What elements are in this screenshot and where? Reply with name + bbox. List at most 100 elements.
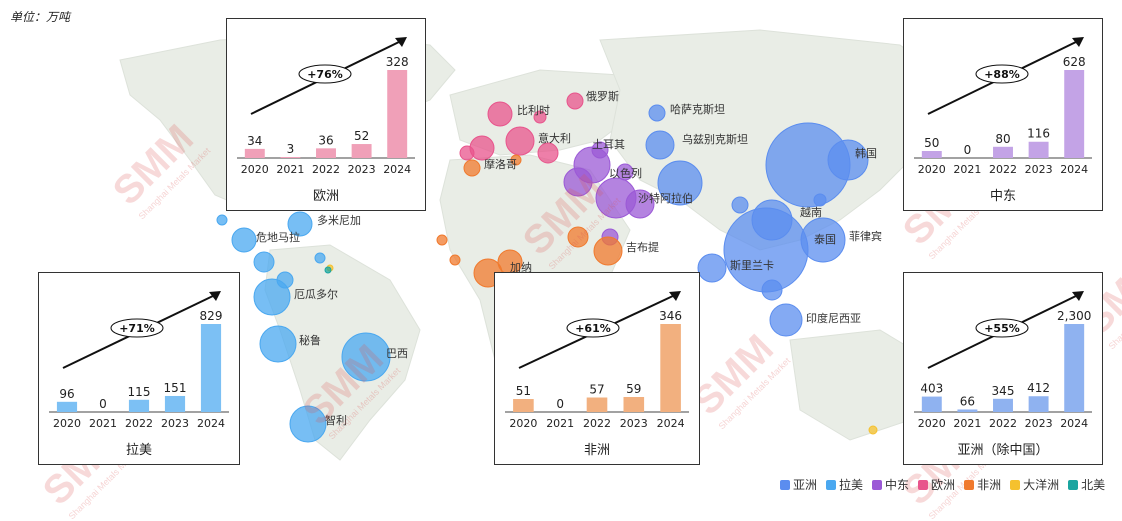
bar-value-label: 80 bbox=[995, 132, 1010, 146]
country-label: 比利时 bbox=[517, 104, 550, 117]
x-tick-label: 2022 bbox=[989, 163, 1017, 176]
x-tick-label: 2020 bbox=[241, 163, 269, 176]
legend-label: 大洋洲 bbox=[1023, 478, 1060, 492]
legend-swatch bbox=[826, 479, 837, 490]
country-label: 韩国 bbox=[855, 146, 877, 160]
region-bubble bbox=[259, 325, 297, 363]
panel-middle-east: 50 2020 0 2021 80 2022 116 2023 628 2024 +88% 中东 bbox=[903, 18, 1103, 211]
country-label: 乌兹别克斯坦 bbox=[682, 132, 748, 146]
x-tick-label: 2021 bbox=[953, 417, 981, 430]
asia-bar-chart: 403 2020 66 2021 345 2022 412 2023 2,300 2024 +55% bbox=[914, 291, 1092, 430]
region-bubble bbox=[761, 279, 783, 301]
region-bubble bbox=[868, 425, 878, 435]
bar-value-label: 0 bbox=[99, 397, 107, 411]
x-tick-label: 2023 bbox=[348, 163, 376, 176]
bar bbox=[351, 144, 372, 158]
country-label: 印度尼西亚 bbox=[806, 311, 861, 325]
bar bbox=[623, 396, 645, 412]
country-label: 泰国 bbox=[814, 232, 836, 246]
x-tick-label: 2021 bbox=[953, 163, 981, 176]
x-tick-label: 2023 bbox=[1025, 163, 1053, 176]
region-bubble bbox=[800, 217, 846, 263]
region-bubble bbox=[463, 159, 481, 177]
country-label: 意大利 bbox=[538, 131, 571, 145]
region-bubble bbox=[563, 167, 593, 197]
region-bubble bbox=[827, 139, 869, 181]
region-bubble bbox=[449, 254, 461, 266]
country-label: 智利 bbox=[325, 413, 347, 427]
country-label: 以色列 bbox=[609, 166, 642, 180]
country-label: 土耳其 bbox=[592, 138, 625, 151]
europe-bar-chart: 34 2020 3 2021 36 2022 52 2023 328 2024 +76% bbox=[237, 37, 415, 176]
legend-label: 非洲 bbox=[977, 478, 1002, 492]
country-label: 哈萨克斯坦 bbox=[670, 102, 725, 116]
legend-item: 大洋洲 bbox=[1010, 476, 1059, 493]
region-bubble bbox=[657, 160, 703, 206]
growth-label: +88% bbox=[984, 68, 1020, 81]
legend-swatch bbox=[918, 479, 929, 490]
legend-label: 亚洲 bbox=[793, 478, 818, 492]
panel-latin-america: 96 2020 0 2021 115 2022 151 2023 829 2024 +71% 拉美 bbox=[38, 272, 240, 465]
region-bubble bbox=[769, 303, 803, 337]
bar-value-label: 2,300 bbox=[1057, 309, 1091, 323]
x-tick-label: 2024 bbox=[1060, 163, 1088, 176]
growth-label: +71% bbox=[119, 322, 155, 335]
panel-europe: 34 2020 3 2021 36 2022 52 2023 328 2024 +76% 欧洲 bbox=[226, 18, 426, 211]
region-bubble bbox=[648, 104, 666, 122]
region-bubble bbox=[645, 130, 675, 160]
legend-swatch bbox=[964, 479, 975, 490]
legend-item: 欧洲 bbox=[918, 476, 955, 493]
bar-value-label: 829 bbox=[200, 309, 223, 323]
country-label: 危地马拉 bbox=[256, 230, 300, 244]
region-bubble bbox=[231, 227, 257, 253]
x-tick-label: 2022 bbox=[989, 417, 1017, 430]
bar bbox=[244, 148, 265, 158]
region-bubble bbox=[253, 278, 291, 316]
x-tick-label: 2021 bbox=[89, 417, 117, 430]
x-tick-label: 2023 bbox=[161, 417, 189, 430]
growth-label: +55% bbox=[984, 322, 1020, 335]
x-tick-label: 2024 bbox=[1060, 417, 1088, 430]
legend-swatch bbox=[780, 479, 790, 490]
region-bubble bbox=[567, 226, 589, 248]
region-bubble bbox=[287, 211, 313, 237]
country-label: 菲律宾 bbox=[849, 229, 882, 243]
x-tick-label: 2020 bbox=[918, 417, 946, 430]
growth-badge bbox=[566, 318, 620, 338]
legend-label: 欧洲 bbox=[931, 478, 956, 492]
bar-value-label: 3 bbox=[287, 142, 295, 156]
region-bubble bbox=[314, 252, 326, 264]
trend-arrow-head bbox=[395, 37, 407, 47]
x-tick-label: 2022 bbox=[583, 417, 611, 430]
panel-africa: 51 2020 0 2021 57 2022 59 2023 346 2024 +61% 非洲 bbox=[494, 272, 700, 465]
bar bbox=[993, 146, 1013, 158]
legend-item: 非洲 bbox=[964, 476, 1001, 493]
x-tick-label: 2020 bbox=[53, 417, 81, 430]
bar-value-label: 0 bbox=[964, 143, 972, 157]
country-label: 俄罗斯 bbox=[586, 90, 619, 103]
growth-badge bbox=[975, 318, 1029, 338]
x-tick-label: 2021 bbox=[276, 163, 304, 176]
panel-asia: 403 2020 66 2021 345 2022 412 2023 2,300 2024 +55%… bbox=[903, 272, 1103, 465]
country-label: 秘鲁 bbox=[299, 333, 321, 347]
unit-label: 单位：万吨 bbox=[10, 10, 71, 24]
bar bbox=[1028, 141, 1049, 158]
africa-bar-chart: 51 2020 0 2021 57 2022 59 2023 346 2024 +61% bbox=[505, 291, 689, 430]
bar bbox=[993, 398, 1013, 412]
region-bubble bbox=[751, 199, 793, 241]
bar-value-label: 151 bbox=[164, 381, 187, 395]
x-tick-label: 2020 bbox=[918, 163, 946, 176]
bar-value-label: 52 bbox=[354, 129, 369, 143]
bar bbox=[316, 148, 336, 158]
middle-east-bar-chart: 50 2020 0 2021 80 2022 116 2023 628 2024 +88% bbox=[914, 37, 1092, 176]
bar-value-label: 328 bbox=[386, 55, 409, 69]
bar-value-label: 96 bbox=[59, 387, 74, 401]
bar-value-label: 628 bbox=[1063, 55, 1086, 69]
country-label: 越南 bbox=[800, 205, 822, 219]
growth-badge bbox=[110, 318, 164, 338]
bar-value-label: 116 bbox=[1027, 127, 1050, 141]
region-bubble bbox=[591, 141, 609, 159]
trend-arrow-head bbox=[1072, 291, 1084, 301]
